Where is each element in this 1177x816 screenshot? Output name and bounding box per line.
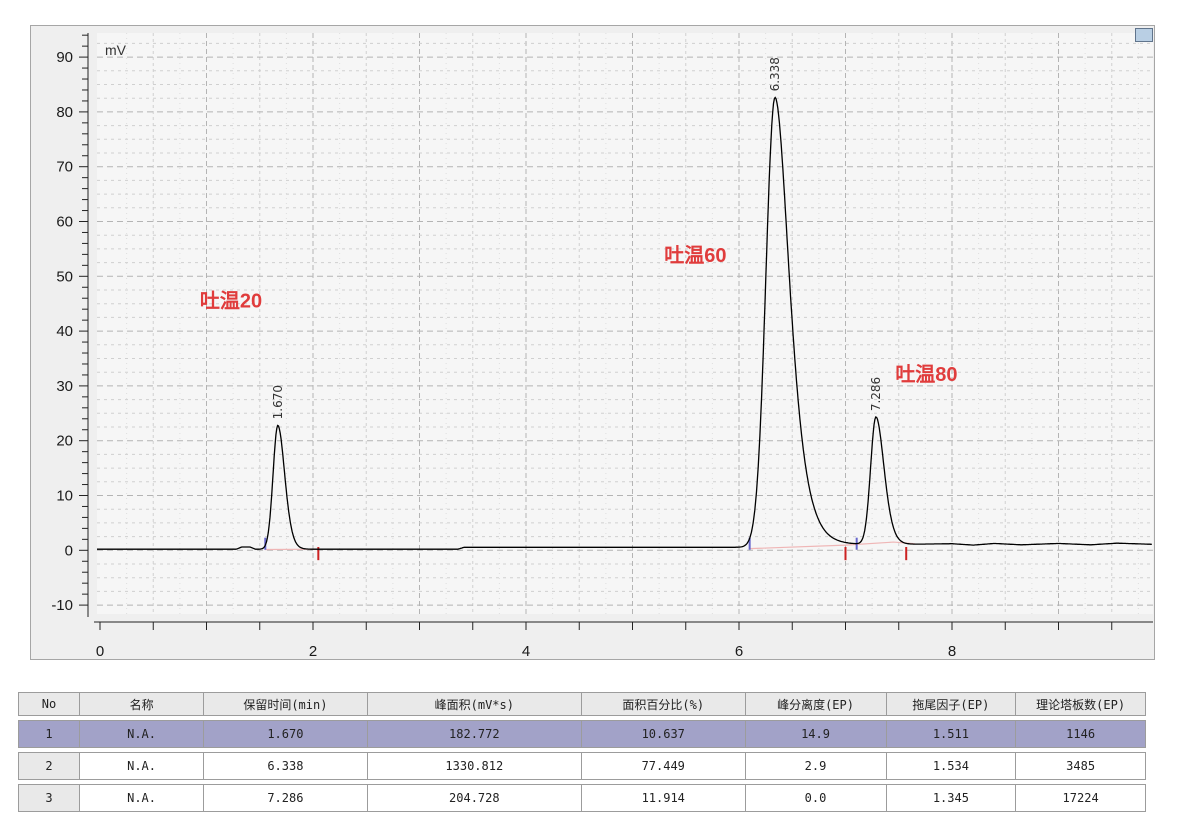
y-tick-label: 40	[56, 323, 73, 340]
table-cell: 1330.812	[367, 752, 582, 780]
table-cell: 17224	[1016, 784, 1146, 812]
peak-retention-label: 1.670	[271, 385, 285, 419]
y-tick-label: 0	[65, 542, 73, 559]
column-header-resolution: 峰分离度(EP)	[745, 692, 887, 716]
table-cell: 2	[18, 752, 81, 780]
plot-area[interactable]	[97, 33, 1153, 614]
column-header-tailing: 拖尾因子(EP)	[886, 692, 1017, 716]
table-cell: 1.670	[204, 720, 368, 748]
table-cell: 2.9	[745, 752, 887, 780]
table-cell: 11.914	[581, 784, 746, 812]
y-tick-label: 20	[56, 433, 73, 450]
table-cell: 6.338	[204, 752, 368, 780]
table-cell: 77.449	[581, 752, 746, 780]
y-tick-label: 10	[56, 488, 73, 505]
table-row[interactable]: 1 N.A. 1.670 182.772 10.637 14.9 1.511 1…	[18, 720, 1146, 748]
table-cell: 7.286	[204, 784, 368, 812]
table-cell: 182.772	[367, 720, 582, 748]
results-table: No 名称 保留时间(min) 峰面积(mV*s) 面积百分比(%) 峰分离度(…	[18, 688, 1146, 816]
chromatogram-panel: 90 80 70 60 50 40 30 20 10 0 -10 0 2 4 6 8 mV 1.670 6.338 7…	[30, 25, 1155, 660]
column-header-area-percent: 面积百分比(%)	[581, 692, 746, 716]
table-cell: 3485	[1016, 752, 1146, 780]
table-cell: 3	[18, 784, 81, 812]
table-cell: 14.9	[745, 720, 887, 748]
table-cell: N.A.	[80, 784, 205, 812]
peak-retention-label: 6.338	[768, 57, 782, 91]
column-header-name: 名称	[80, 692, 205, 716]
compound-annotation: 吐温60	[664, 243, 726, 267]
table-cell: 1146	[1016, 720, 1146, 748]
table-header-row: No 名称 保留时间(min) 峰面积(mV*s) 面积百分比(%) 峰分离度(…	[18, 692, 1146, 716]
y-axis-unit-label: mV	[105, 42, 127, 58]
x-tick-label: 8	[948, 643, 956, 659]
table-cell: N.A.	[80, 720, 205, 748]
y-tick-label: 60	[56, 214, 73, 231]
axis-tick-labels: 90 80 70 60 50 40 30 20 10 0 -10 0 2 4 6 8 mV	[51, 42, 956, 659]
scrollbar-thumb[interactable]	[1135, 28, 1153, 42]
x-tick-label: 6	[735, 643, 743, 659]
gridlines	[97, 33, 1153, 614]
table-cell: 1	[18, 720, 81, 748]
table-row[interactable]: 3 N.A. 7.286 204.728 11.914 0.0 1.345 17…	[18, 784, 1146, 812]
chart-canvas[interactable]: 90 80 70 60 50 40 30 20 10 0 -10 0 2 4 6 8 mV 1.670 6.338 7…	[31, 26, 1154, 659]
table-cell: 1.345	[886, 784, 1017, 812]
table-cell: 0.0	[745, 784, 887, 812]
x-tick-label: 0	[96, 643, 104, 659]
chromatogram-trace	[97, 96, 1152, 550]
y-tick-label: 70	[56, 159, 73, 176]
y-tick-label: 50	[56, 268, 73, 285]
table-cell: 10.637	[581, 720, 746, 748]
column-header-no: No	[18, 692, 81, 716]
y-tick-label: 30	[56, 378, 73, 395]
y-tick-label: 90	[56, 49, 73, 66]
table-cell: 204.728	[367, 784, 582, 812]
column-header-retention: 保留时间(min)	[204, 692, 368, 716]
table-row[interactable]: 2 N.A. 6.338 1330.812 77.449 2.9 1.534 3…	[18, 752, 1146, 780]
table-cell: 1.511	[886, 720, 1017, 748]
y-tick-label: 80	[56, 104, 73, 121]
table-cell: 1.534	[886, 752, 1017, 780]
compound-annotation: 吐温20	[200, 288, 262, 312]
column-header-plates: 理论塔板数(EP)	[1016, 692, 1146, 716]
plot-content	[97, 33, 1153, 614]
x-tick-label: 2	[309, 643, 317, 659]
table-cell: N.A.	[80, 752, 205, 780]
compound-annotation: 吐温80	[895, 362, 957, 386]
column-header-area: 峰面积(mV*s)	[367, 692, 582, 716]
x-tick-label: 4	[522, 643, 530, 659]
axes	[79, 33, 1153, 630]
peak-retention-label: 7.286	[869, 377, 883, 411]
y-tick-label: -10	[51, 597, 73, 614]
